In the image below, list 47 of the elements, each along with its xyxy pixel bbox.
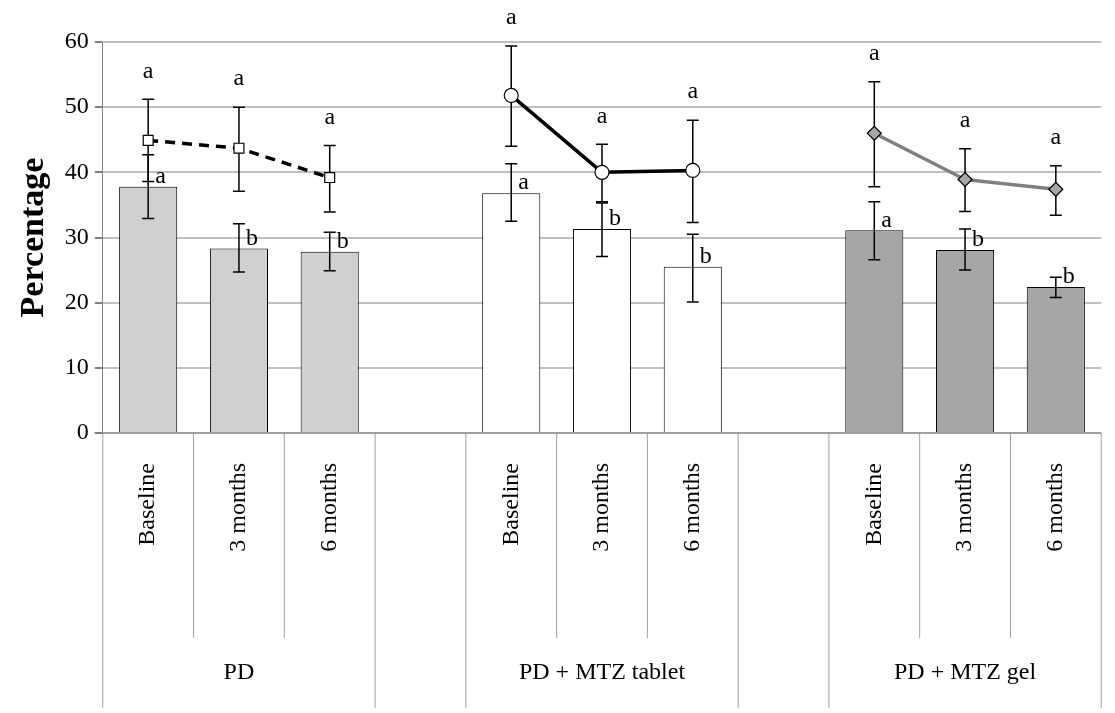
y-tick-label: 10 bbox=[64, 353, 89, 380]
data-label: b bbox=[609, 204, 621, 231]
x-tick-label: Baseline bbox=[859, 463, 886, 546]
x-tick-label: 3 months bbox=[950, 463, 977, 552]
data-label: b bbox=[336, 227, 349, 254]
data-label: a bbox=[1050, 123, 1062, 150]
data-label: a bbox=[868, 39, 880, 66]
data-label: a bbox=[155, 161, 167, 188]
data-label: b bbox=[245, 223, 258, 250]
y-axis-title: Percentage bbox=[13, 157, 51, 318]
point bbox=[866, 125, 882, 141]
x-tick-label: 3 months bbox=[224, 463, 251, 552]
data-label: b bbox=[972, 225, 985, 252]
point bbox=[233, 142, 245, 154]
text: PD + MTZ gel bbox=[893, 658, 1037, 685]
data-label: a bbox=[687, 77, 699, 104]
data-label: a bbox=[959, 106, 971, 133]
data-label: a bbox=[233, 64, 245, 91]
point bbox=[594, 164, 610, 180]
y-tick-label: 20 bbox=[64, 287, 89, 314]
point bbox=[503, 87, 519, 104]
point bbox=[1048, 181, 1064, 197]
y-tick-label: 30 bbox=[64, 222, 89, 249]
x-tick-label: 6 months bbox=[678, 463, 705, 552]
y-tick-label: 50 bbox=[64, 92, 89, 119]
y-tick-label: 0 bbox=[76, 418, 89, 445]
data-label: a bbox=[518, 168, 530, 195]
point bbox=[685, 162, 701, 178]
data-label: a bbox=[142, 56, 154, 83]
x-tick-label: 6 months bbox=[1041, 463, 1068, 552]
data-label: a bbox=[881, 205, 893, 232]
y-tick-label: 60 bbox=[64, 27, 89, 54]
data-label: b bbox=[1062, 262, 1075, 289]
text: PD bbox=[223, 658, 255, 685]
data-label: a bbox=[324, 102, 336, 129]
data-label: a bbox=[505, 3, 517, 30]
data-label: b bbox=[699, 242, 712, 269]
x-tick-label: 3 months bbox=[587, 463, 614, 552]
y-tick-label: 40 bbox=[64, 157, 89, 184]
x-tick-label: 6 months bbox=[315, 463, 342, 552]
point bbox=[324, 172, 336, 184]
data-label: a bbox=[596, 101, 608, 128]
point bbox=[957, 171, 973, 188]
x-tick-label: Baseline bbox=[133, 463, 160, 546]
point bbox=[142, 134, 154, 146]
x-tick-label: Baseline bbox=[496, 463, 523, 546]
text: PD + MTZ tablet bbox=[518, 658, 686, 685]
